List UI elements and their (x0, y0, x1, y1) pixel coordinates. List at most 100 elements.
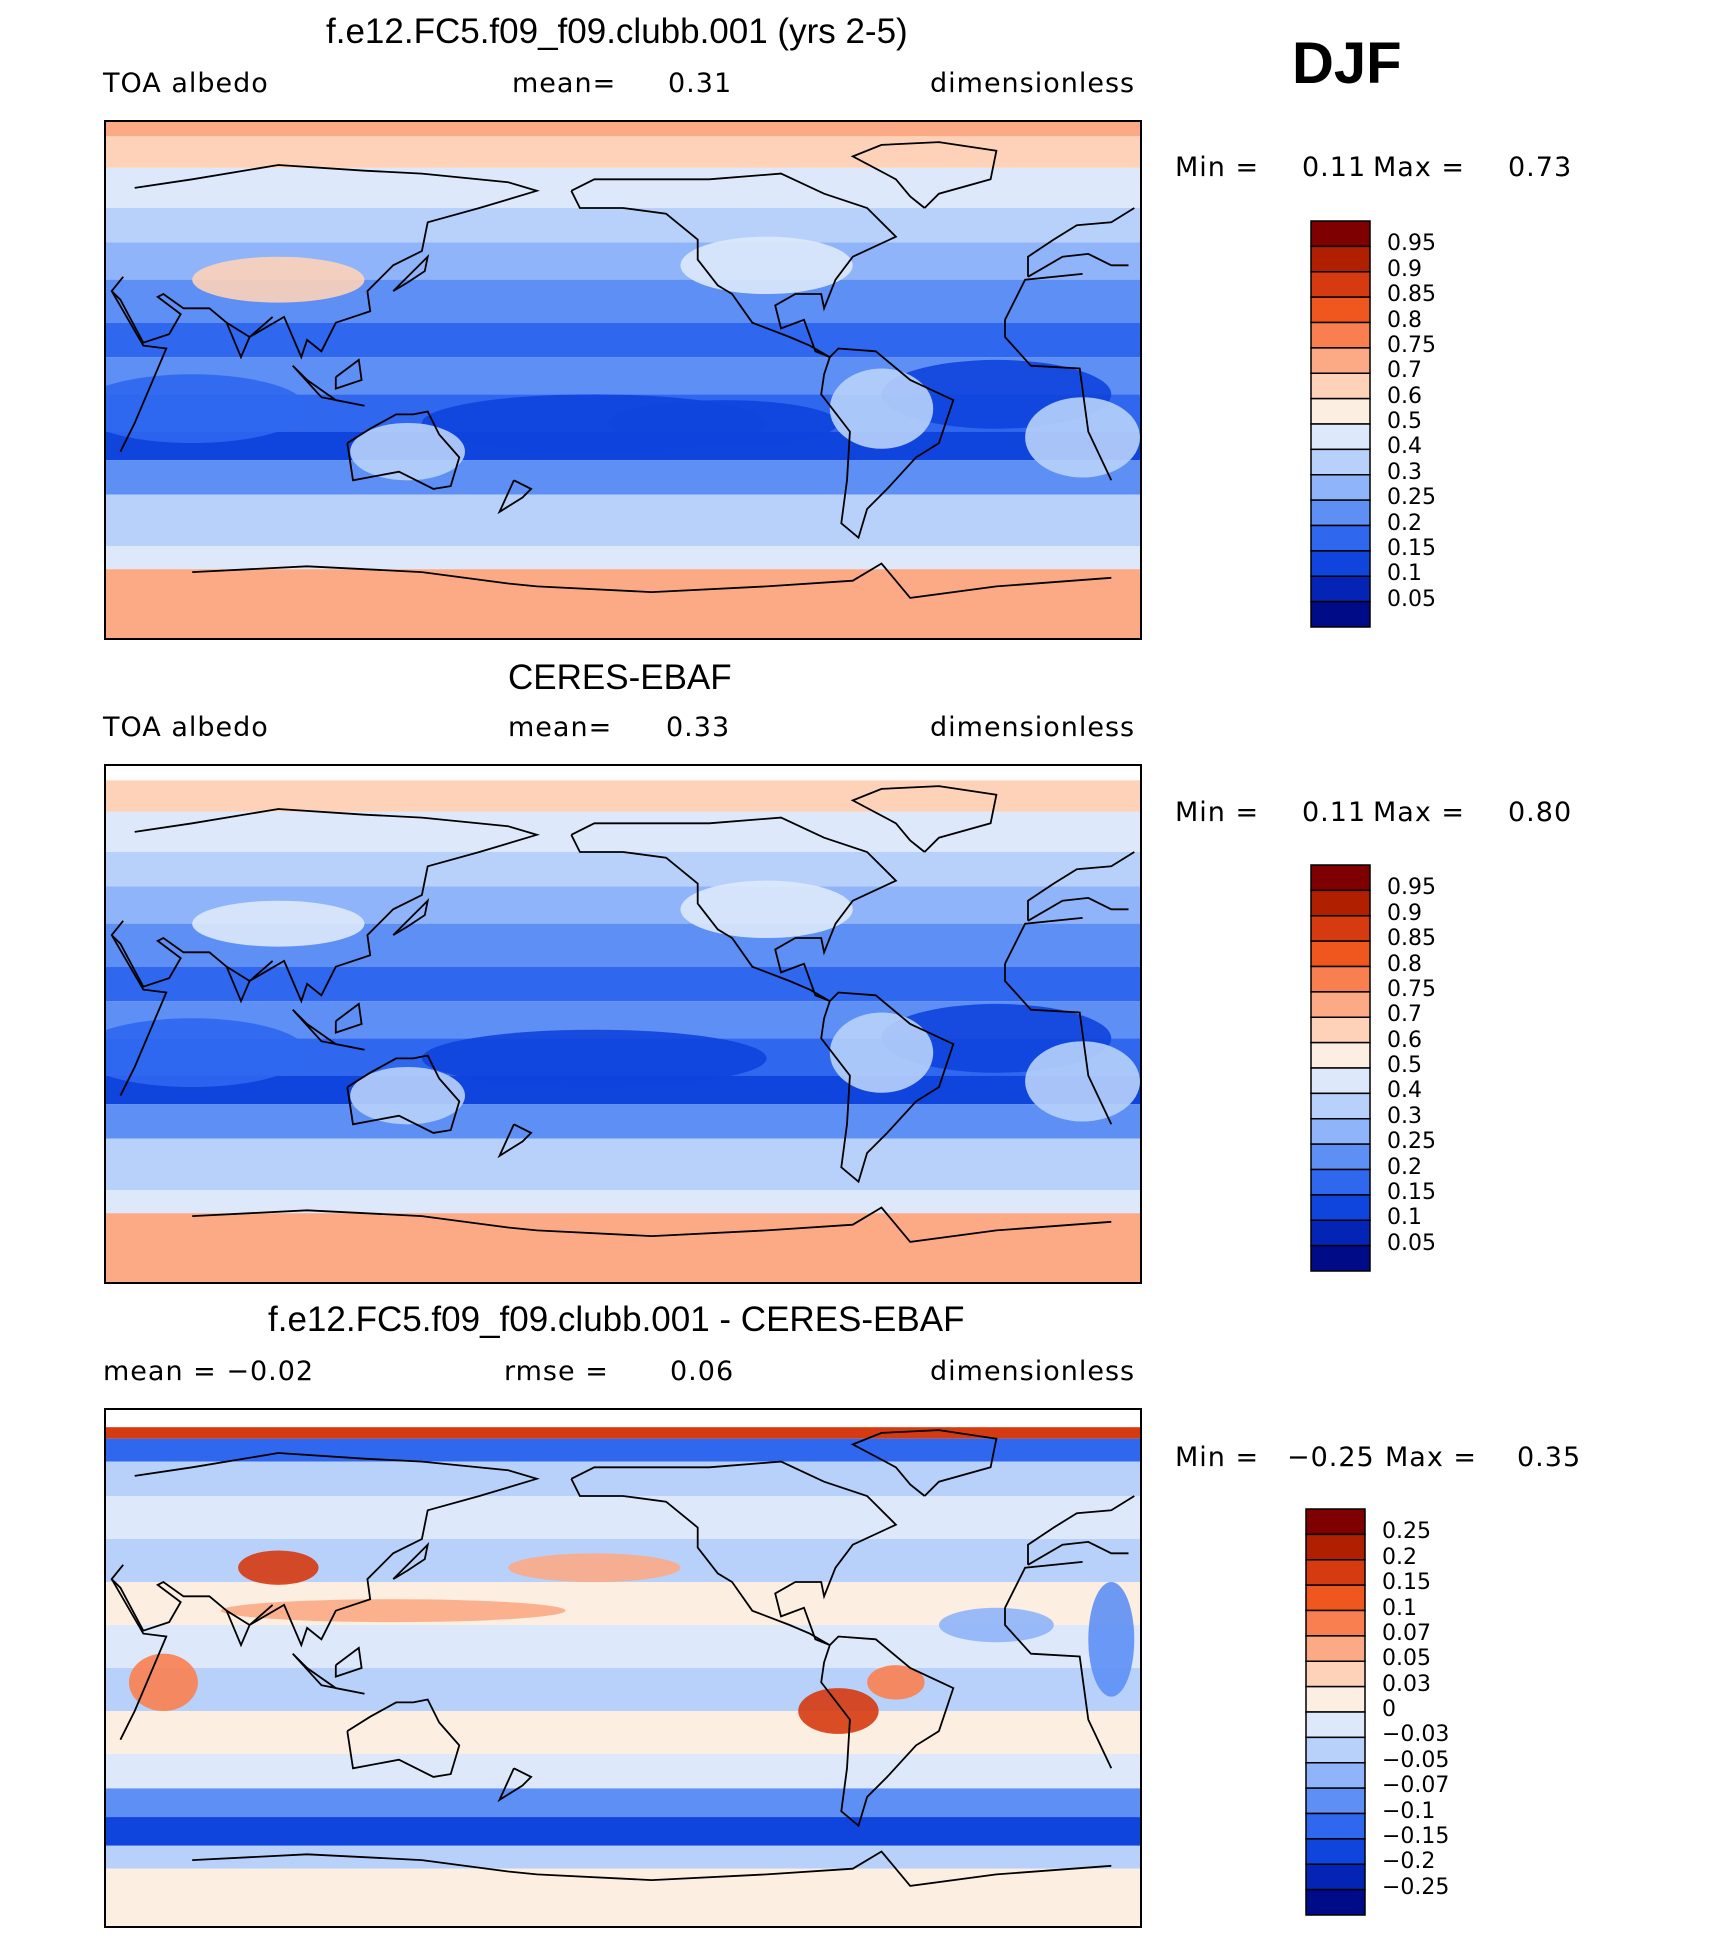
colorbar-box (1310, 296, 1371, 324)
coastlines (110, 785, 1135, 1243)
colorbar-tick-label: 0.4 (1387, 1078, 1422, 1104)
colorbar-tick-label: −0.2 (1382, 1849, 1436, 1875)
colorbar-box (1310, 1067, 1371, 1095)
colorbar-box (1305, 1787, 1366, 1815)
colorbar-box (1310, 347, 1371, 374)
coastline (346, 1054, 461, 1134)
field-feature (608, 400, 839, 446)
variable-label: TOA albedo (103, 68, 269, 99)
colorbar-tick-label: 0.2 (1387, 1154, 1422, 1180)
field-feature (1025, 1041, 1140, 1122)
colorbar-boxes (1305, 1508, 1366, 1916)
colorbar-box (1310, 245, 1371, 273)
min-label: Min = (1175, 1442, 1260, 1473)
field-feature (680, 236, 853, 294)
field-feature (192, 256, 365, 303)
colorbar-box (1310, 397, 1371, 425)
colorbar-tick-label: 0.2 (1382, 1544, 1417, 1570)
coastline (570, 172, 898, 358)
colorbar-box (1310, 1092, 1371, 1120)
field-feature (938, 1607, 1054, 1643)
field-band (106, 1668, 1140, 1711)
field-feature (798, 1688, 879, 1734)
coastline (192, 562, 1112, 599)
rmse-label: rmse = (504, 1356, 609, 1387)
mean-label: mean = −0.02 (103, 1356, 315, 1387)
field-band (106, 1711, 1140, 1754)
colorbar-tick-label: 0.95 (1387, 875, 1436, 901)
colorbar-tick-label: 0.6 (1387, 1027, 1422, 1053)
colorbar-tick-label: 0.1 (1382, 1595, 1417, 1621)
colorbar-tick-label: 0.05 (1387, 586, 1436, 612)
colorbar-tick-label: 0.25 (1382, 1519, 1431, 1545)
colorbar-tick-label: −0.03 (1382, 1722, 1450, 1748)
colorbar-tick-label: 0.05 (1382, 1646, 1431, 1672)
colorbar-box (1305, 1660, 1366, 1688)
colorbar-box (1310, 448, 1371, 476)
field-band (106, 122, 1140, 137)
coastline (497, 1123, 533, 1159)
colorbar-box (1305, 1685, 1366, 1713)
season-label: DJF (1292, 31, 1402, 96)
coastline (110, 917, 1113, 1125)
coastline (110, 808, 1135, 1004)
colorbar-box (1310, 220, 1371, 248)
colorbar-tick-label: 0.03 (1382, 1671, 1431, 1697)
coastline (346, 1698, 461, 1778)
coastline (334, 1002, 363, 1034)
colorbar-box (1310, 474, 1371, 501)
colorbar-box (1310, 915, 1371, 942)
field-band (106, 1104, 1140, 1139)
field-feature (192, 900, 365, 947)
min-value: 0.11 (1302, 152, 1367, 183)
colorbar-tick-label: 0.1 (1387, 561, 1422, 587)
field-feature (1088, 1582, 1135, 1697)
field-band (106, 208, 1140, 243)
colorbar-tick-label: 0.5 (1387, 1053, 1422, 1078)
field-band (106, 494, 1140, 547)
mean-value: 0.31 (668, 68, 733, 99)
units-label: dimensionless (930, 68, 1136, 99)
colorbar-tick-label: −0.15 (1382, 1823, 1450, 1849)
colorbar-tick-label: 0.7 (1387, 358, 1422, 384)
colorbar-box (1310, 1041, 1371, 1069)
panel-title: f.e12.FC5.f09_f09.clubb.001 - CERES-EBAF (268, 1300, 965, 1339)
coastlines (110, 1429, 1135, 1887)
max-value: 0.73 (1508, 152, 1573, 183)
colorbar-box (1310, 889, 1371, 917)
colorbar-tick-label: 0.1 (1387, 1205, 1422, 1231)
field-band (106, 780, 1140, 812)
coastlines (110, 141, 1135, 599)
colorbar-box (1305, 1533, 1366, 1561)
field-band (106, 1213, 1140, 1282)
field-feature (508, 1553, 681, 1582)
field-band (106, 460, 1140, 495)
colorbar-box (1310, 321, 1371, 349)
colorbar-box (1310, 1219, 1371, 1247)
colorbar-box (1305, 1508, 1366, 1536)
coastline (820, 347, 955, 540)
colorbar-tick-label: 0.2 (1387, 510, 1422, 536)
colorbar-tick-label: 0.05 (1387, 1230, 1436, 1256)
colorbar-box (1305, 1609, 1366, 1637)
mean-value: 0.33 (666, 712, 731, 743)
colorbar-box (1305, 1635, 1366, 1662)
colorbar-tick-label: 0.85 (1387, 282, 1436, 308)
colorbar-tick-label: −0.1 (1382, 1798, 1436, 1824)
units-label: dimensionless (930, 1356, 1136, 1387)
max-value: 0.80 (1508, 797, 1573, 828)
field-feature (128, 1653, 198, 1711)
colorbar-tick-label: 0.15 (1382, 1570, 1431, 1596)
min-value: 0.11 (1302, 797, 1367, 828)
variable-label: TOA albedo (103, 712, 269, 743)
colorbar-tick-label: −0.05 (1382, 1747, 1450, 1773)
colorbar-tick-label: 0.5 (1387, 409, 1422, 434)
colorbar-tick-label: 0.25 (1387, 1129, 1436, 1155)
colorbar-tick-label: 0.8 (1387, 307, 1422, 333)
colorbar-tick-label: 0.25 (1387, 485, 1436, 511)
colorbar-box (1310, 1168, 1371, 1196)
max-value: 0.35 (1517, 1442, 1582, 1473)
colorbar-tick-label: 0.9 (1387, 256, 1422, 282)
field-band (106, 966, 1140, 1002)
colorbar-box (1305, 1812, 1366, 1840)
